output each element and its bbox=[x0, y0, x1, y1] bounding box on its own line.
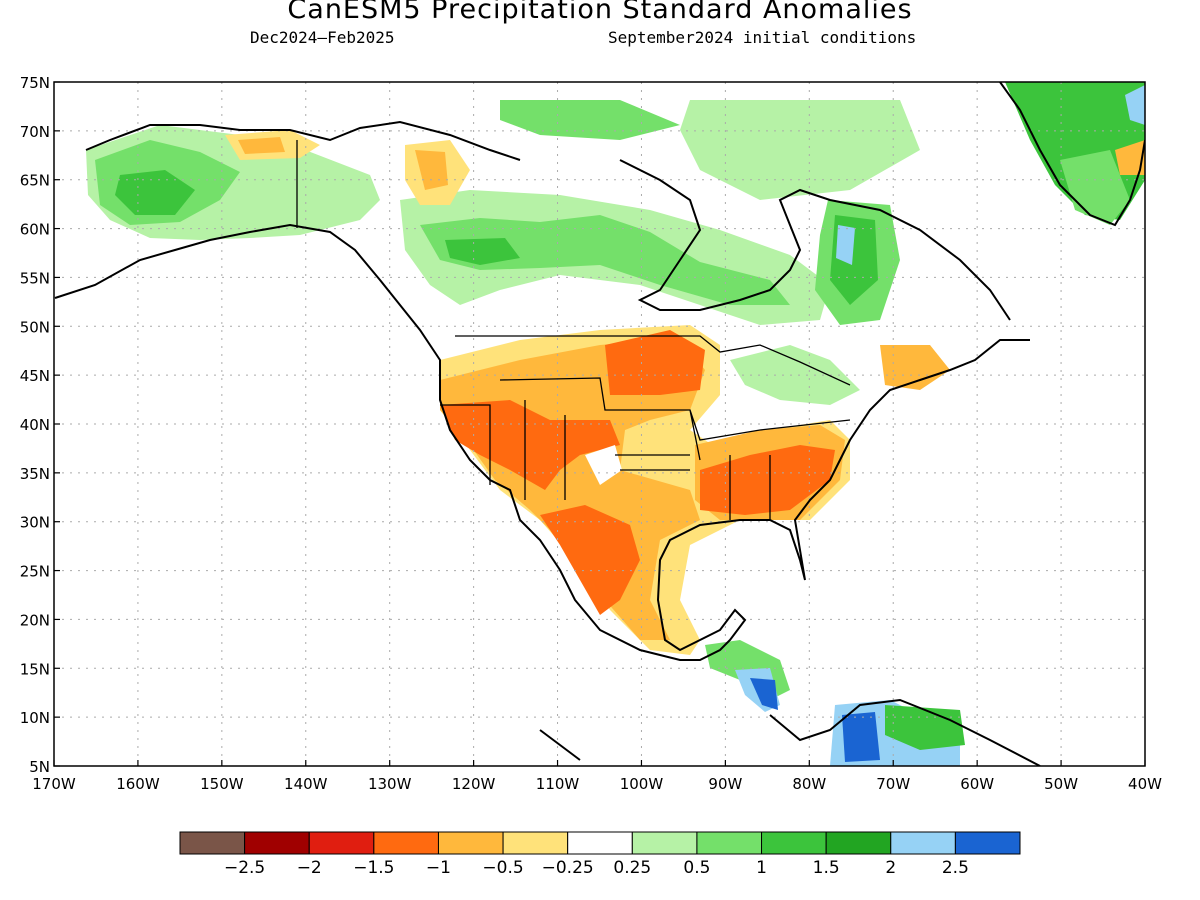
southwest-very-dry bbox=[440, 400, 620, 490]
lat-tick-label: 50N bbox=[20, 318, 50, 336]
colorbar-swatch bbox=[567, 831, 633, 855]
arctic-wet bbox=[680, 100, 920, 200]
colorbar-label: 2 bbox=[885, 858, 896, 878]
colorbar-label: −1 bbox=[426, 858, 451, 878]
colorbar-swatch bbox=[437, 831, 504, 855]
plains-very-dry bbox=[605, 330, 705, 395]
colorbar-swatch bbox=[179, 831, 246, 855]
canada-wet-core bbox=[420, 215, 790, 305]
lat-tick-label: 60N bbox=[20, 221, 50, 239]
lat-tick-label: 10N bbox=[20, 709, 50, 727]
longitude-labels: 170W 160W 150W 140W 130W 120W 110W 100W 90W 80W 70… bbox=[32, 760, 1162, 793]
latitude-labels: 75N 70N 65N 60N 55N 50N 45N 40N 35N 30N 25N 20N 15N 1… bbox=[20, 74, 60, 776]
lon-tick-label: 90W bbox=[708, 775, 742, 793]
lat-tick-label: 20N bbox=[20, 611, 50, 629]
greenland-very-wet bbox=[1125, 85, 1145, 125]
yukon-dry-core bbox=[238, 137, 285, 154]
colorbar-swatch bbox=[954, 831, 1021, 855]
lat-tick-label: 15N bbox=[20, 660, 50, 678]
canada-wet-peak bbox=[445, 238, 520, 265]
colorbar-swatch bbox=[890, 831, 956, 855]
colorbar bbox=[179, 831, 1021, 855]
colorbar-swatch bbox=[825, 831, 892, 855]
lon-tick-label: 40W bbox=[1128, 775, 1162, 793]
lon-tick-label: 60W bbox=[960, 775, 994, 793]
lon-tick-label: 120W bbox=[452, 775, 496, 793]
lat-tick-label: 35N bbox=[20, 465, 50, 483]
mexico-very-dry bbox=[540, 505, 640, 615]
colorbar-label: −0.25 bbox=[542, 858, 594, 878]
lon-tick-label: 150W bbox=[200, 775, 244, 793]
colorbar-label: 0.5 bbox=[683, 858, 710, 878]
political-borders bbox=[296, 140, 851, 520]
lat-tick-label: 55N bbox=[20, 269, 50, 287]
lat-tick-label: 65N bbox=[20, 172, 50, 190]
colorbar-swatch bbox=[244, 831, 310, 855]
northeast-dry bbox=[880, 345, 950, 390]
colorbar-label: −2 bbox=[297, 858, 322, 878]
colorbar-label: −1.5 bbox=[353, 858, 394, 878]
colorbar-label: −2.5 bbox=[224, 858, 265, 878]
greenland-dry-tip bbox=[1115, 140, 1145, 175]
lat-tick-label: 70N bbox=[20, 123, 50, 141]
map-title: CanESM5 Precipitation Standard Anomalies bbox=[287, 0, 913, 25]
lon-tick-label: 160W bbox=[116, 775, 160, 793]
great-lakes-wet bbox=[730, 345, 860, 405]
lat-tick-label: 45N bbox=[20, 367, 50, 385]
colorbar-label: 2.5 bbox=[942, 858, 969, 878]
lon-tick-label: 130W bbox=[368, 775, 412, 793]
hudson-north-wet bbox=[500, 100, 680, 140]
graticule bbox=[54, 82, 1145, 766]
colorbar-swatch bbox=[502, 831, 569, 855]
lon-tick-label: 80W bbox=[792, 775, 826, 793]
colorbar-label: 1.5 bbox=[813, 858, 840, 878]
initial-conditions: September2024 initial conditions bbox=[608, 28, 917, 47]
colorbar-swatch bbox=[373, 831, 439, 855]
nicaragua-blue bbox=[750, 678, 778, 710]
lat-tick-label: 5N bbox=[29, 758, 50, 776]
lon-tick-label: 170W bbox=[32, 775, 76, 793]
anomaly-shading bbox=[86, 82, 1145, 766]
coastlines bbox=[54, 82, 1145, 766]
colorbar-swatch bbox=[308, 831, 375, 855]
lon-tick-label: 140W bbox=[284, 775, 328, 793]
greenland-wet-light bbox=[1060, 150, 1130, 225]
forecast-period: Dec2024–Feb2025 bbox=[250, 28, 395, 47]
lon-tick-label: 100W bbox=[620, 775, 664, 793]
colorbar-swatch bbox=[631, 831, 698, 855]
lon-tick-label: 50W bbox=[1044, 775, 1078, 793]
lat-tick-label: 40N bbox=[20, 416, 50, 434]
colorbar-label: 0.25 bbox=[613, 858, 651, 878]
colombia-very-wet bbox=[842, 712, 880, 762]
venezuela-wet bbox=[885, 705, 965, 750]
southeast-very-dry bbox=[700, 445, 835, 515]
colorbar-labels: −2.5 −2 −1.5 −1 −0.5 −0.25 0.25 0.5 1 1.5 2 2.5 bbox=[224, 858, 969, 878]
lat-tick-label: 25N bbox=[20, 563, 50, 581]
labrador-very-wet bbox=[836, 225, 855, 265]
alaska-wet-peak bbox=[115, 170, 195, 215]
lon-tick-label: 70W bbox=[876, 775, 910, 793]
colorbar-label: 1 bbox=[756, 858, 767, 878]
colorbar-label: −0.5 bbox=[482, 858, 523, 878]
lat-tick-label: 30N bbox=[20, 514, 50, 532]
colorbar-swatch bbox=[761, 831, 827, 855]
lat-tick-label: 75N bbox=[20, 74, 50, 92]
rockies-neutral-gap bbox=[585, 445, 622, 485]
colorbar-swatch bbox=[696, 831, 763, 855]
lon-tick-label: 110W bbox=[536, 775, 580, 793]
